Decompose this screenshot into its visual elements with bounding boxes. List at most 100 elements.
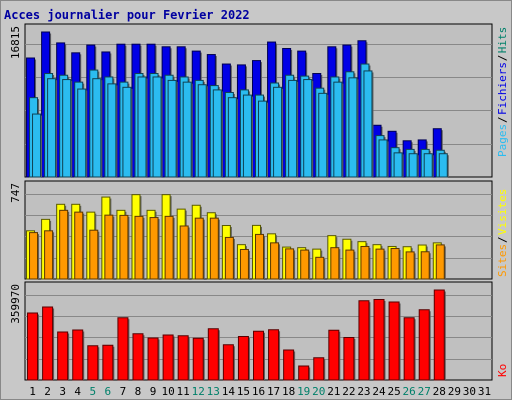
ko-bar — [192, 337, 204, 381]
ko-bar — [162, 334, 174, 381]
pages-bar — [423, 153, 433, 178]
pages-bar — [137, 76, 147, 178]
legend-sites: Sites — [496, 244, 509, 277]
pages-bar — [303, 79, 313, 178]
ko-bar — [373, 298, 385, 381]
ko-bar — [253, 330, 264, 381]
sites-bar — [285, 248, 295, 280]
pages-bar — [363, 70, 373, 178]
pages-bar — [122, 86, 132, 178]
sites-bar — [255, 233, 264, 280]
ko-bar — [102, 344, 114, 381]
x-tick-label: 9 — [150, 385, 157, 398]
sites-bar — [74, 211, 84, 280]
x-tick-label: 4 — [74, 385, 81, 398]
pages-bar — [242, 94, 252, 178]
pages-bar — [152, 76, 162, 178]
pages-bar — [378, 139, 388, 178]
sites-bar — [375, 248, 385, 280]
ko-bar — [237, 335, 249, 381]
x-tick-label: 22 — [342, 385, 355, 398]
sites-bar — [390, 248, 400, 280]
x-tick-label: 3 — [59, 385, 66, 398]
ko-bar — [222, 344, 234, 381]
x-tick-label: 19 — [297, 385, 310, 398]
sites-bar — [330, 247, 340, 280]
pages-bar — [32, 113, 42, 178]
sites-bar — [134, 215, 144, 280]
y-max-label: 16815 — [9, 26, 22, 59]
ko-bar — [132, 333, 144, 381]
ko-bar — [147, 337, 159, 381]
x-tick-label: 5 — [89, 385, 96, 398]
x-tick-label: 26 — [403, 385, 416, 398]
ko-bar — [177, 335, 189, 381]
x-tick-label: 16 — [252, 385, 265, 398]
sites-bar — [209, 217, 219, 280]
ko-bar — [388, 301, 400, 381]
pages-bar — [92, 78, 102, 178]
x-tick-label: 27 — [418, 385, 431, 398]
x-tick-label: 23 — [357, 385, 370, 398]
legend-visites: Visites — [496, 189, 509, 235]
x-tick-label: 29 — [448, 385, 461, 398]
chart-title: Acces journalier pour Fevrier 2022 — [4, 8, 250, 22]
legend-fichiers: Fichiers — [496, 62, 509, 115]
ko-bar — [283, 349, 295, 381]
x-tick-label: 12 — [192, 385, 205, 398]
pages-bar — [288, 79, 298, 178]
legend-separator: / — [496, 236, 509, 243]
x-tick-label: 18 — [282, 385, 295, 398]
ko-bar — [313, 357, 325, 381]
sites-bar — [420, 251, 430, 280]
x-tick-label: 30 — [463, 385, 476, 398]
x-tick-label: 21 — [327, 385, 340, 398]
y-max-label: 747 — [9, 183, 22, 203]
x-tick-label: 17 — [267, 385, 280, 398]
sites-bar — [345, 249, 355, 280]
x-tick-label: 10 — [161, 385, 174, 398]
sites-bar — [44, 230, 54, 280]
sites-bar — [360, 245, 370, 280]
pages-bar — [393, 152, 403, 178]
legend-ko: Ko — [496, 364, 509, 377]
sites-bar — [149, 217, 159, 280]
ko-bar — [72, 329, 84, 381]
ko-bar — [328, 329, 340, 381]
sites-bar — [119, 214, 129, 280]
x-tick-label: 13 — [207, 385, 220, 398]
sites-bar — [224, 236, 234, 280]
ko-bar — [27, 312, 39, 381]
ko-bar — [42, 306, 54, 381]
ko-bar — [358, 300, 370, 381]
pages-bar — [348, 77, 358, 178]
pages-bar — [47, 78, 57, 178]
ko-bar — [117, 317, 129, 381]
x-tick-label: 28 — [433, 385, 446, 398]
x-tick-label: 1 — [29, 385, 36, 398]
sites-bar — [300, 249, 310, 280]
x-tick-label: 20 — [312, 385, 325, 398]
ko-bar — [403, 317, 415, 381]
x-tick-label: 11 — [177, 385, 190, 398]
pages-bar — [333, 81, 343, 178]
pages-bar — [197, 84, 207, 178]
ko-bar — [298, 365, 310, 381]
sites-bar — [89, 229, 99, 280]
pages-bar — [227, 97, 237, 178]
ko-bar — [268, 329, 280, 381]
pages-bar — [182, 81, 192, 178]
ko-bar — [87, 345, 99, 381]
pages-bar — [62, 79, 72, 178]
pages-bar — [408, 153, 418, 178]
legend-separator: / — [496, 55, 509, 62]
sites-bar — [29, 232, 39, 280]
x-tick-label: 24 — [372, 385, 386, 398]
sites-bar — [405, 251, 415, 280]
ko-bar — [57, 331, 69, 381]
pages-bar — [258, 100, 267, 178]
ko-bar — [343, 336, 355, 381]
sites-bar — [270, 242, 280, 280]
